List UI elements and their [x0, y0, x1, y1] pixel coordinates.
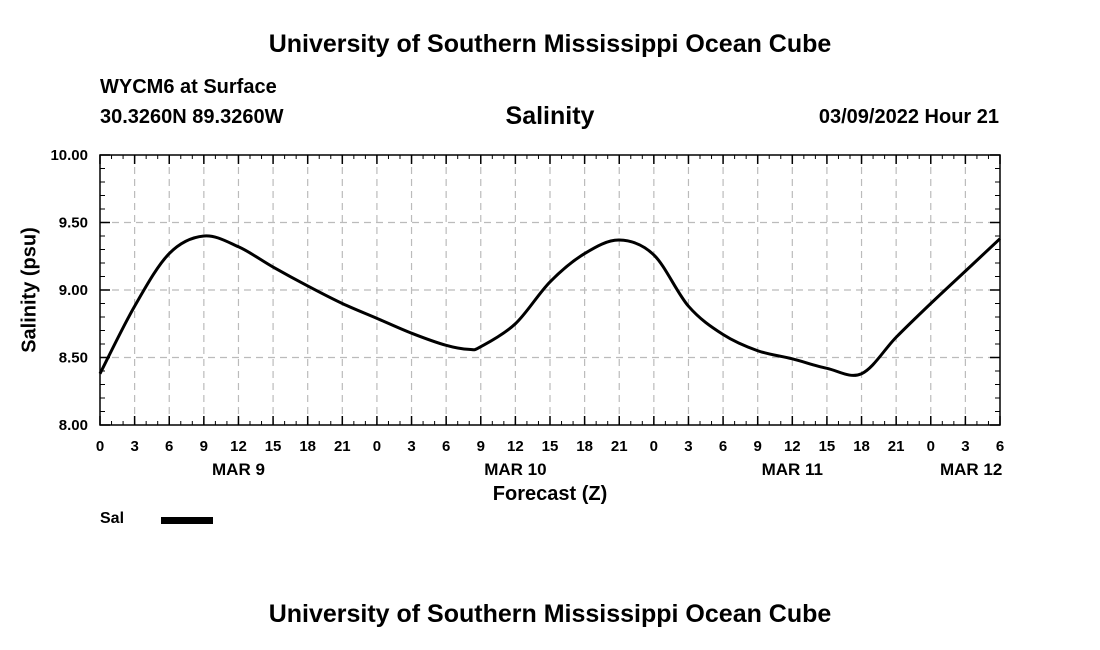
x-tick-label: 3 — [407, 438, 415, 455]
x-tick-label: 15 — [819, 438, 836, 455]
coordinates-label: 30.3260N 89.3260W — [100, 106, 284, 128]
x-tick-label: 21 — [334, 438, 351, 455]
date-label: MAR 10 — [484, 460, 546, 479]
legend-label: Sal — [100, 510, 125, 527]
x-tick-label: 9 — [754, 438, 762, 455]
x-tick-label: 3 — [684, 438, 692, 455]
product-title: Salinity — [505, 102, 595, 130]
x-tick-label: 0 — [96, 438, 104, 455]
x-tick-label: 18 — [853, 438, 870, 455]
x-tick-label: 9 — [477, 438, 485, 455]
y-tick-label: 10.00 — [50, 147, 88, 164]
x-tick-label: 12 — [784, 438, 801, 455]
plot-frame — [99, 154, 1001, 426]
x-tick-label: 18 — [299, 438, 316, 455]
y-tick-label: 8.00 — [59, 417, 88, 434]
date-label: MAR 12 — [940, 460, 1002, 479]
chart-title-bottom: University of Southern Mississippi Ocean… — [268, 600, 832, 628]
x-axis-label: Forecast (Z) — [492, 483, 608, 505]
y-tick-label: 9.50 — [59, 215, 88, 232]
x-tick-label: 12 — [230, 438, 247, 455]
x-tick-label: 3 — [961, 438, 969, 455]
x-tick-label: 3 — [130, 438, 138, 455]
series-line-sal — [98, 234, 1002, 377]
x-tick-label: 15 — [542, 438, 559, 455]
x-tick-label: 21 — [611, 438, 628, 455]
x-tick-label: 18 — [576, 438, 593, 455]
x-tick-label: 0 — [927, 438, 935, 455]
x-tick-label: 15 — [265, 438, 282, 455]
y-tick-label: 9.00 — [59, 282, 88, 299]
x-tick-label: 9 — [200, 438, 208, 455]
x-tick-label: 12 — [507, 438, 524, 455]
x-tick-label: 6 — [165, 438, 173, 455]
date-label: MAR 11 — [762, 460, 823, 479]
forecast-datetime: 03/09/2022 Hour 21 — [818, 106, 999, 128]
x-tick-label: 6 — [996, 438, 1004, 455]
x-tick-label: 6 — [442, 438, 450, 455]
x-tick-label: 6 — [719, 438, 727, 455]
x-tick-label: 21 — [888, 438, 905, 455]
chart-title-top: University of Southern Mississippi Ocean… — [268, 30, 832, 58]
legend-swatch — [161, 517, 213, 524]
date-label: MAR 9 — [212, 460, 265, 479]
x-tick-label: 0 — [373, 438, 381, 455]
y-tick-label: 8.50 — [59, 350, 88, 367]
x-tick-label: 0 — [650, 438, 658, 455]
station-label: WYCM6 at Surface — [100, 76, 277, 98]
